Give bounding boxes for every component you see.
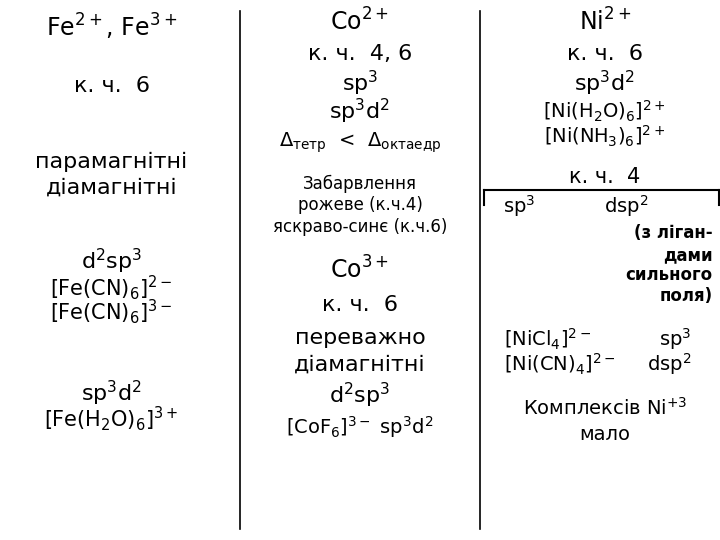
Text: переважно: переважно [294,327,426,348]
Text: поля): поля) [660,287,713,305]
Text: сильного: сильного [626,266,713,285]
Text: dsp$^{2}$: dsp$^{2}$ [603,193,648,219]
Text: мало: мало [580,425,630,444]
Text: sp$^{3}$: sp$^{3}$ [342,69,378,98]
Text: парамагнітні: парамагнітні [35,152,188,172]
Text: d$^{2}$sp$^{3}$: d$^{2}$sp$^{3}$ [329,381,391,410]
Text: яскраво-синє (к.ч.6): яскраво-синє (к.ч.6) [273,218,447,236]
Text: sp$^{3}$d$^{2}$: sp$^{3}$d$^{2}$ [330,97,390,126]
Text: к. ч.  6: к. ч. 6 [322,295,398,315]
Text: sp$^{3}$d$^{2}$: sp$^{3}$d$^{2}$ [81,379,142,408]
Text: Комплексів Ni$^{+3}$: Комплексів Ni$^{+3}$ [523,397,687,418]
Text: $\Delta_{\mathsf{тетр}}$  <  $\Delta_{\mathsf{октаедр}}$: $\Delta_{\mathsf{тетр}}$ < $\Delta_{\mat… [279,131,441,156]
Text: діамагнітні: діамагнітні [294,354,426,375]
Text: Co$^{2+}$: Co$^{2+}$ [330,8,390,35]
Text: діамагнітні: діамагнітні [46,177,177,198]
Text: [Ni(NH$_{3}$)$_{6}$]$^{2+}$: [Ni(NH$_{3}$)$_{6}$]$^{2+}$ [544,124,665,149]
Text: Ni$^{2+}$: Ni$^{2+}$ [579,8,631,35]
Text: dsp$^{2}$: dsp$^{2}$ [647,352,691,377]
Text: sp$^{3}$: sp$^{3}$ [503,193,535,219]
Text: рожеве (к.ч.4): рожеве (к.ч.4) [297,196,423,214]
Text: sp$^{3}$d$^{2}$: sp$^{3}$d$^{2}$ [575,69,635,98]
Text: [Fe(H$_{2}$O)$_{6}$]$^{3+}$: [Fe(H$_{2}$O)$_{6}$]$^{3+}$ [45,404,179,433]
Text: к. ч.  6: к. ч. 6 [567,44,643,64]
Text: d$^{2}$sp$^{3}$: d$^{2}$sp$^{3}$ [81,247,143,276]
Text: (з ліган-: (з ліган- [634,224,713,242]
Text: дами: дами [663,246,713,264]
Text: Fe$^{2+}$, Fe$^{3+}$: Fe$^{2+}$, Fe$^{3+}$ [46,12,177,42]
Text: [Fe(CN)$_{6}$]$^{3-}$: [Fe(CN)$_{6}$]$^{3-}$ [50,297,173,326]
Text: к. ч.  4: к. ч. 4 [570,167,640,187]
Text: к. ч.  6: к. ч. 6 [73,76,150,97]
Text: [Ni(H$_{2}$O)$_{6}$]$^{2+}$: [Ni(H$_{2}$O)$_{6}$]$^{2+}$ [544,99,666,124]
Text: sp$^{3}$: sp$^{3}$ [659,326,691,352]
Text: [Fe(CN)$_{6}$]$^{2-}$: [Fe(CN)$_{6}$]$^{2-}$ [50,273,173,302]
Text: Co$^{3+}$: Co$^{3+}$ [330,256,390,284]
Text: [Ni(CN)$_{4}$]$^{2-}$: [Ni(CN)$_{4}$]$^{2-}$ [504,352,616,377]
Text: [NiCl$_{4}$]$^{2-}$: [NiCl$_{4}$]$^{2-}$ [504,327,591,352]
Text: к. ч.  4, 6: к. ч. 4, 6 [308,44,412,64]
Text: [CoF$_{6}$]$^{3-}$ sp$^{3}$d$^{2}$: [CoF$_{6}$]$^{3-}$ sp$^{3}$d$^{2}$ [287,414,433,440]
Text: Забарвлення: Забарвлення [303,174,417,193]
